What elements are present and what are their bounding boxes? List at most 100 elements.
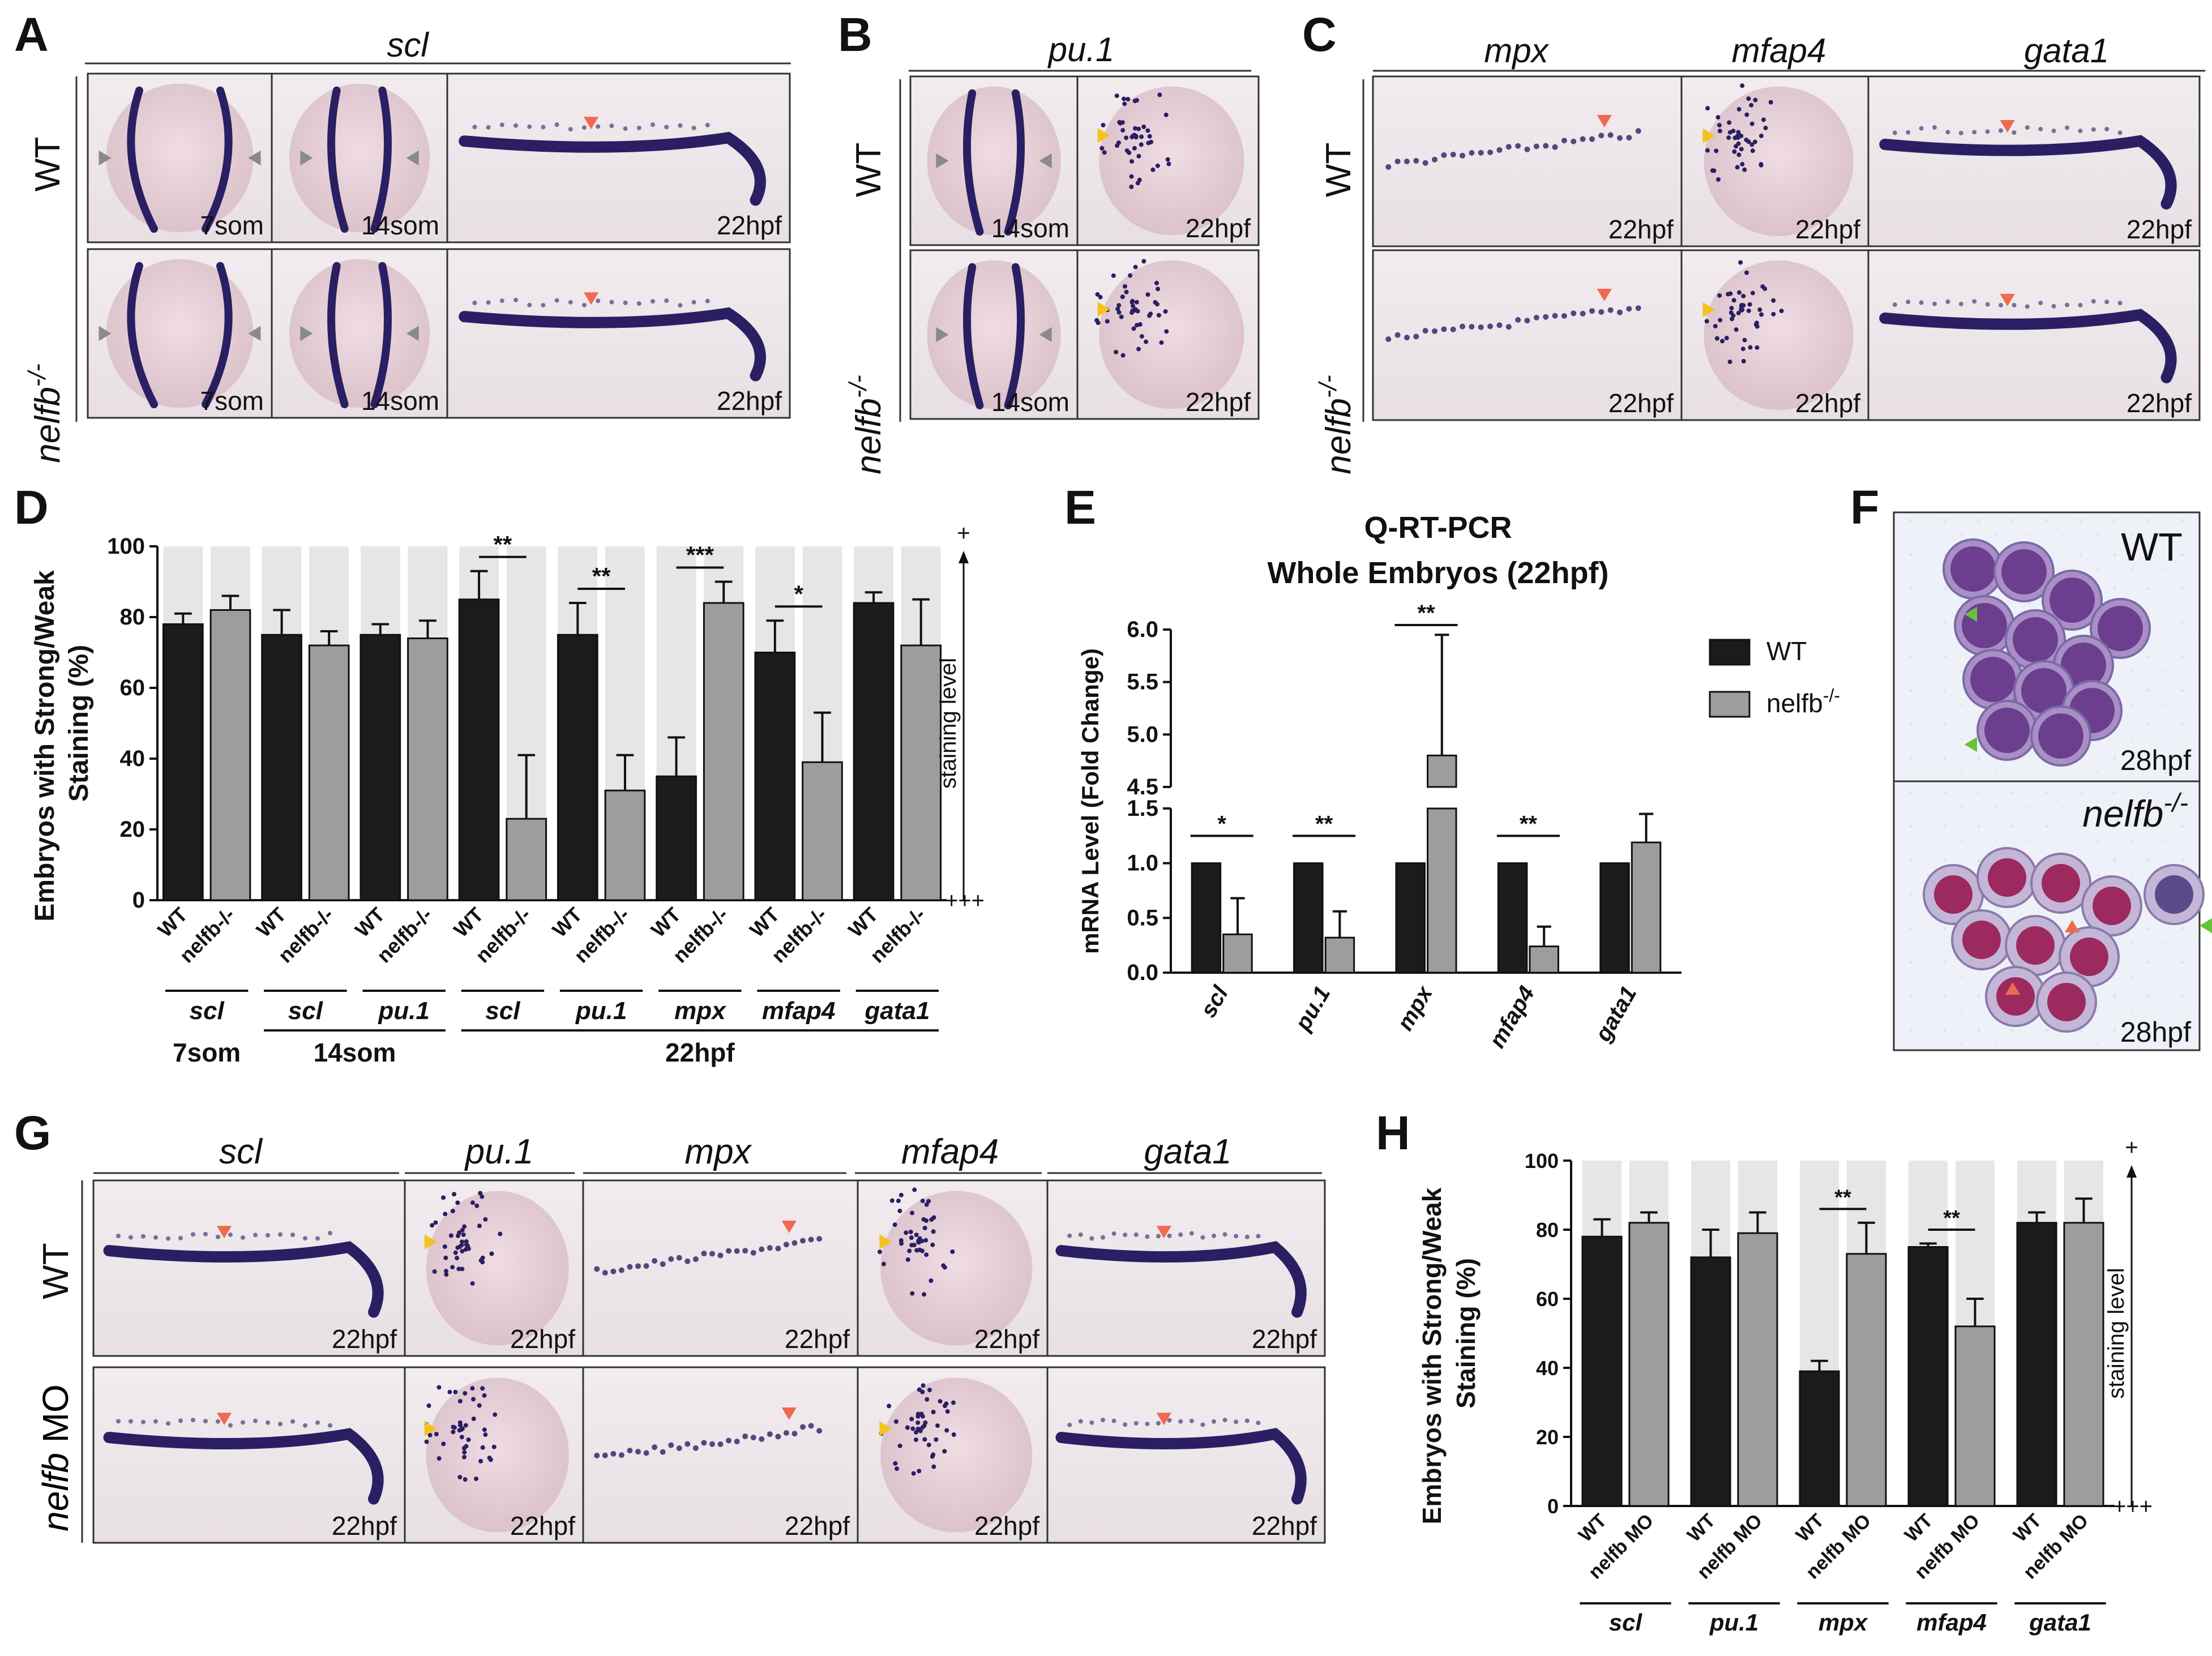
stage-label: 22hpf [717, 386, 782, 416]
stain-dot [1441, 152, 1447, 159]
stain-dot [904, 1230, 909, 1235]
panel-letter-G: G [14, 1106, 51, 1159]
arrowhead [1156, 1413, 1171, 1426]
significance-label: ** [1417, 601, 1435, 626]
stain-dot [1136, 346, 1141, 352]
stain-stripe-right [1004, 263, 1025, 410]
stain-dot [129, 1419, 133, 1424]
stain-dot [1469, 150, 1475, 156]
gene-label: gata1 [2029, 1609, 2091, 1636]
stain-dot [1735, 165, 1740, 170]
stain-dot [1256, 1234, 1261, 1239]
stain-dot [491, 1444, 497, 1449]
stain-dot [1244, 1234, 1250, 1239]
stain-dot [1122, 284, 1127, 289]
panel-g-cell-r1-c3: 22hpf [857, 1366, 1049, 1544]
stain-dot [912, 1187, 917, 1192]
gene-label: scl [485, 997, 520, 1025]
panel-letter-A: A [14, 8, 49, 61]
panel-a-cell-r0-c2: 22hpf [446, 72, 791, 243]
stain-dot [442, 1244, 447, 1249]
stain-dot [216, 1419, 220, 1424]
stain-dot [931, 1464, 936, 1469]
stain-dot [919, 1411, 924, 1417]
stain-dot [887, 1403, 892, 1409]
stain-dot [951, 1432, 956, 1437]
bar-mutant [407, 637, 448, 901]
stain-dot [1150, 167, 1156, 172]
stain-dot [1145, 292, 1150, 297]
stain-dot [1469, 324, 1475, 330]
cell-nucleus [1970, 657, 2016, 702]
gene-label: pu.1 [1709, 1609, 1759, 1636]
stain-dot [1739, 147, 1744, 152]
bar-mutant [1628, 1222, 1670, 1507]
stain-dot [609, 299, 614, 305]
stain-dot [1212, 1419, 1216, 1424]
stain-dot [691, 126, 696, 131]
bar-wt [656, 775, 697, 901]
stain-dot [1750, 148, 1755, 153]
stain-dot [1116, 140, 1121, 146]
embryo-head [426, 1377, 569, 1533]
x-label-wt: WT [449, 903, 488, 942]
stain-dot [594, 1452, 600, 1458]
x-label-wt: WT [350, 903, 390, 942]
stain-dot [942, 1403, 947, 1409]
staining-top: + [957, 521, 970, 546]
gene-label-gata1: gata1 [2024, 32, 2109, 70]
bar-mutant [209, 609, 251, 901]
stain-dot [455, 1256, 460, 1261]
stain-dot [602, 1270, 608, 1276]
x-label-wt: WT [153, 903, 192, 942]
arrowhead-right [248, 326, 261, 341]
stain-dot [808, 1236, 814, 1243]
stain-dot [1505, 144, 1512, 150]
stain-dot [1763, 126, 1768, 131]
stain-dot [1749, 121, 1755, 126]
stain-dot [216, 1234, 220, 1239]
panel-g: scl pu.1 mpx mfap4 gata1 22hpf 22hpf 22hpf 22hpf… [35, 1132, 1326, 1544]
stain-dot [278, 1422, 283, 1427]
stain-dot [808, 1423, 814, 1429]
stain-dot [1111, 273, 1116, 278]
embryo-head [1099, 260, 1244, 409]
stain-dot [767, 1431, 773, 1437]
stain-dot [1156, 1420, 1161, 1426]
stain-dot [527, 302, 532, 307]
stain-dot [459, 1243, 464, 1248]
stain-dot [191, 1232, 195, 1237]
stain-dot [701, 1440, 707, 1446]
stain-dot [2065, 125, 2069, 130]
photo-frame [582, 1366, 859, 1544]
bar-mutant [802, 761, 843, 901]
stain-dot [1105, 319, 1110, 324]
stage-label: 14som [991, 387, 1069, 417]
stain-dot [1164, 329, 1169, 334]
stain-dot [1159, 340, 1164, 345]
y-axis-label: Staining (%) [1451, 1258, 1481, 1409]
stain-dot [471, 1417, 476, 1422]
arrowhead [781, 1221, 797, 1233]
stain-dot [1102, 150, 1107, 155]
bar-wt [1690, 1256, 1731, 1507]
chart-panels: 020406080100WTnelfb-/-sclWTnelfb-/-sclWT… [30, 511, 2153, 1636]
stain-stripe-left [962, 263, 984, 410]
x-label-wt: WT [252, 903, 291, 942]
wt-label: WT [2121, 525, 2183, 569]
stain-dot [1768, 100, 1773, 105]
stain-dot [911, 1471, 916, 1476]
gene-label: scl [288, 997, 323, 1025]
stain-stripe-left [962, 89, 984, 236]
stain-dot [1740, 307, 1745, 313]
arrowhead-left [936, 327, 949, 343]
stain-dot [922, 1225, 927, 1230]
x-label-wt: WT [647, 903, 686, 942]
stain-dot [627, 1264, 633, 1270]
gene-label-scl: scl [387, 26, 429, 64]
stain-dot [1744, 138, 1749, 143]
stain-dot [692, 1445, 699, 1451]
stage-label: 22hpf [785, 1511, 850, 1541]
stain-dot [750, 1250, 756, 1256]
stain-dot [660, 1449, 666, 1455]
